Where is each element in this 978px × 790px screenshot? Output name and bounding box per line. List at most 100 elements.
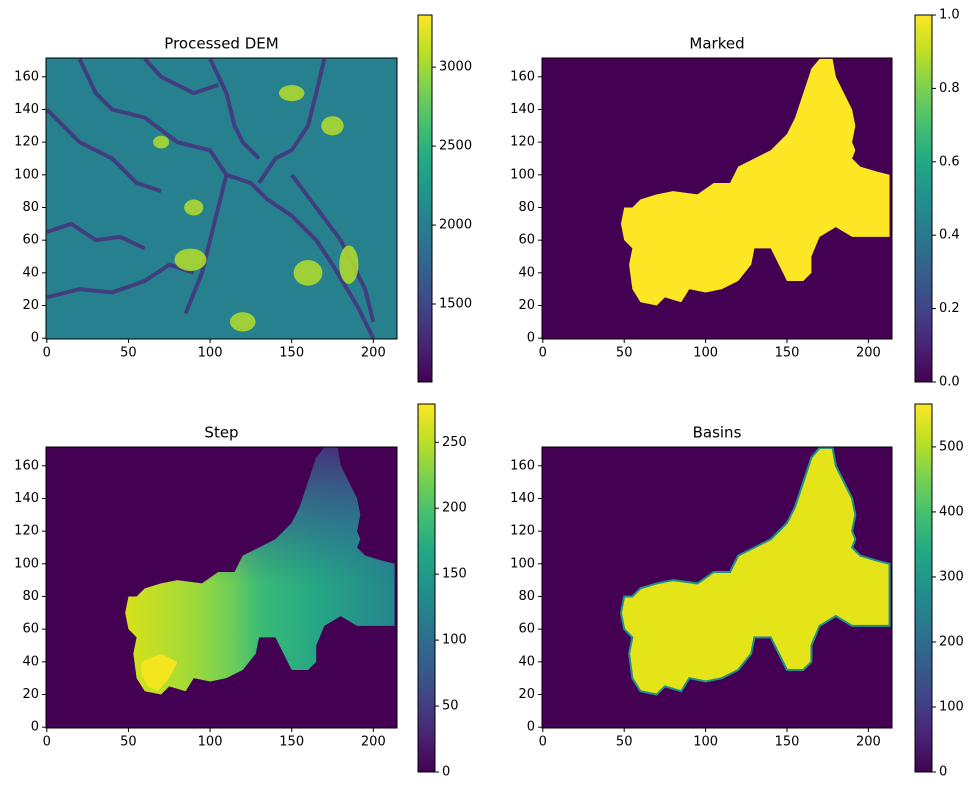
colorbar-tick-label: 0.0	[939, 375, 960, 390]
colorbar	[417, 403, 436, 773]
y-tick-label: 100	[14, 556, 39, 571]
x-tick-label: 50	[616, 735, 633, 750]
x-tick-label: 100	[198, 735, 223, 750]
colorbar-tick-label: 0.6	[939, 154, 960, 169]
dem-valley	[208, 58, 261, 160]
colorbar-tick-label: 500	[939, 439, 964, 454]
y-tick-label: 120	[14, 135, 39, 150]
dem-valley	[46, 221, 146, 251]
dem-ridge	[321, 116, 344, 136]
y-tick-label: 80	[518, 589, 535, 604]
colorbar-tick-label: 1.0	[939, 8, 960, 23]
x-tick-label: 0	[43, 735, 51, 750]
colorbar-tick-label: 200	[939, 634, 964, 649]
y-tick-label: 160	[510, 458, 535, 473]
basin-region	[619, 447, 891, 696]
colorbar	[914, 403, 933, 773]
colorbar-tick-label: 250	[442, 435, 467, 450]
colorbar-tick-label: 2000	[439, 218, 472, 233]
dem-valley	[77, 58, 376, 339]
dem-ridge	[184, 199, 204, 216]
x-tick-label: 200	[361, 346, 386, 361]
y-tick-label: 160	[14, 69, 39, 84]
y-tick-label: 160	[510, 69, 535, 84]
y-tick-label: 80	[518, 200, 535, 215]
colorbar-tick-label: 200	[442, 501, 467, 516]
colorbar-tick-label: 0.8	[939, 81, 960, 96]
axes-frame	[45, 446, 398, 729]
y-tick-label: 40	[22, 654, 39, 669]
dem-valley	[46, 262, 195, 300]
y-tick-label: 120	[510, 524, 535, 539]
dem-valley	[257, 58, 327, 185]
colorbar-tick-label: 2500	[439, 139, 472, 154]
dem-valley	[46, 108, 162, 194]
axes-frame	[541, 446, 893, 729]
panel-title: Basins	[693, 424, 742, 442]
image	[542, 447, 892, 728]
x-tick-label: 150	[279, 735, 304, 750]
y-tick-label: 100	[510, 167, 535, 182]
colorbar	[914, 14, 933, 383]
panel-title: Processed DEM	[164, 35, 278, 53]
dem-valley	[290, 173, 376, 323]
y-tick-label: 140	[14, 102, 39, 117]
colorbar-tick-label: 150	[442, 567, 467, 582]
y-tick-label: 160	[14, 458, 39, 473]
y-tick-label: 100	[510, 556, 535, 571]
panel: Marked 0 50 100 150 200 0 20 40 60 80 100 120 140 160 0…	[510, 8, 960, 390]
y-tick-label: 80	[22, 200, 39, 215]
y-tick-label: 20	[22, 687, 39, 702]
x-tick-label: 200	[856, 346, 881, 361]
colorbar-tick-label: 100	[939, 699, 964, 714]
x-tick-label: 100	[693, 346, 718, 361]
colorbar-tick-label: 0.2	[939, 301, 960, 316]
x-tick-label: 150	[279, 346, 304, 361]
image	[46, 58, 397, 339]
step-upper	[125, 447, 395, 695]
y-tick-label: 120	[14, 524, 39, 539]
y-tick-label: 40	[22, 265, 39, 280]
x-tick-label: 50	[616, 346, 633, 361]
y-tick-label: 140	[510, 491, 535, 506]
x-tick-label: 0	[539, 346, 547, 361]
y-tick-label: 60	[518, 622, 535, 637]
y-tick-label: 60	[518, 233, 535, 248]
panel: Basins 0 50 100 150 200 0 20 40 60 80 100 120 140 160 0…	[510, 403, 964, 780]
colorbar-tick-label: 0.4	[939, 228, 960, 243]
colorbar-tick-label: 50	[442, 699, 459, 714]
colorbar-tick-label: 0	[939, 765, 947, 780]
colorbar-tick-label: 0	[442, 765, 450, 780]
dem-ridge	[229, 312, 256, 332]
y-tick-label: 140	[510, 102, 535, 117]
y-tick-label: 0	[527, 331, 535, 346]
image	[542, 58, 892, 339]
y-tick-label: 0	[527, 720, 535, 735]
image	[46, 447, 397, 728]
y-tick-label: 60	[22, 233, 39, 248]
y-tick-label: 20	[518, 687, 535, 702]
step-peak	[141, 653, 178, 692]
colorbar-tick-label: 3000	[439, 60, 472, 75]
dem-ridge	[278, 85, 305, 102]
dem-ridge	[153, 135, 170, 149]
y-tick-label: 80	[22, 589, 39, 604]
y-tick-label: 40	[518, 265, 535, 280]
x-tick-label: 100	[198, 346, 223, 361]
dem-valley	[143, 58, 219, 96]
colorbar-tick-label: 100	[442, 633, 467, 648]
y-tick-label: 0	[31, 720, 39, 735]
y-tick-label: 0	[31, 331, 39, 346]
y-tick-label: 120	[510, 135, 535, 150]
axes-frame	[45, 57, 398, 340]
colorbar	[417, 14, 433, 383]
dem-ridge	[174, 248, 207, 271]
colorbar-tick-label: 400	[939, 504, 964, 519]
colorbar-tick-label: 1500	[439, 296, 472, 311]
dem-ridge	[339, 245, 359, 284]
y-tick-label: 100	[14, 167, 39, 182]
colorbar-tick-label: 300	[939, 569, 964, 584]
x-tick-label: 100	[693, 735, 718, 750]
dem-ridge	[293, 260, 323, 286]
